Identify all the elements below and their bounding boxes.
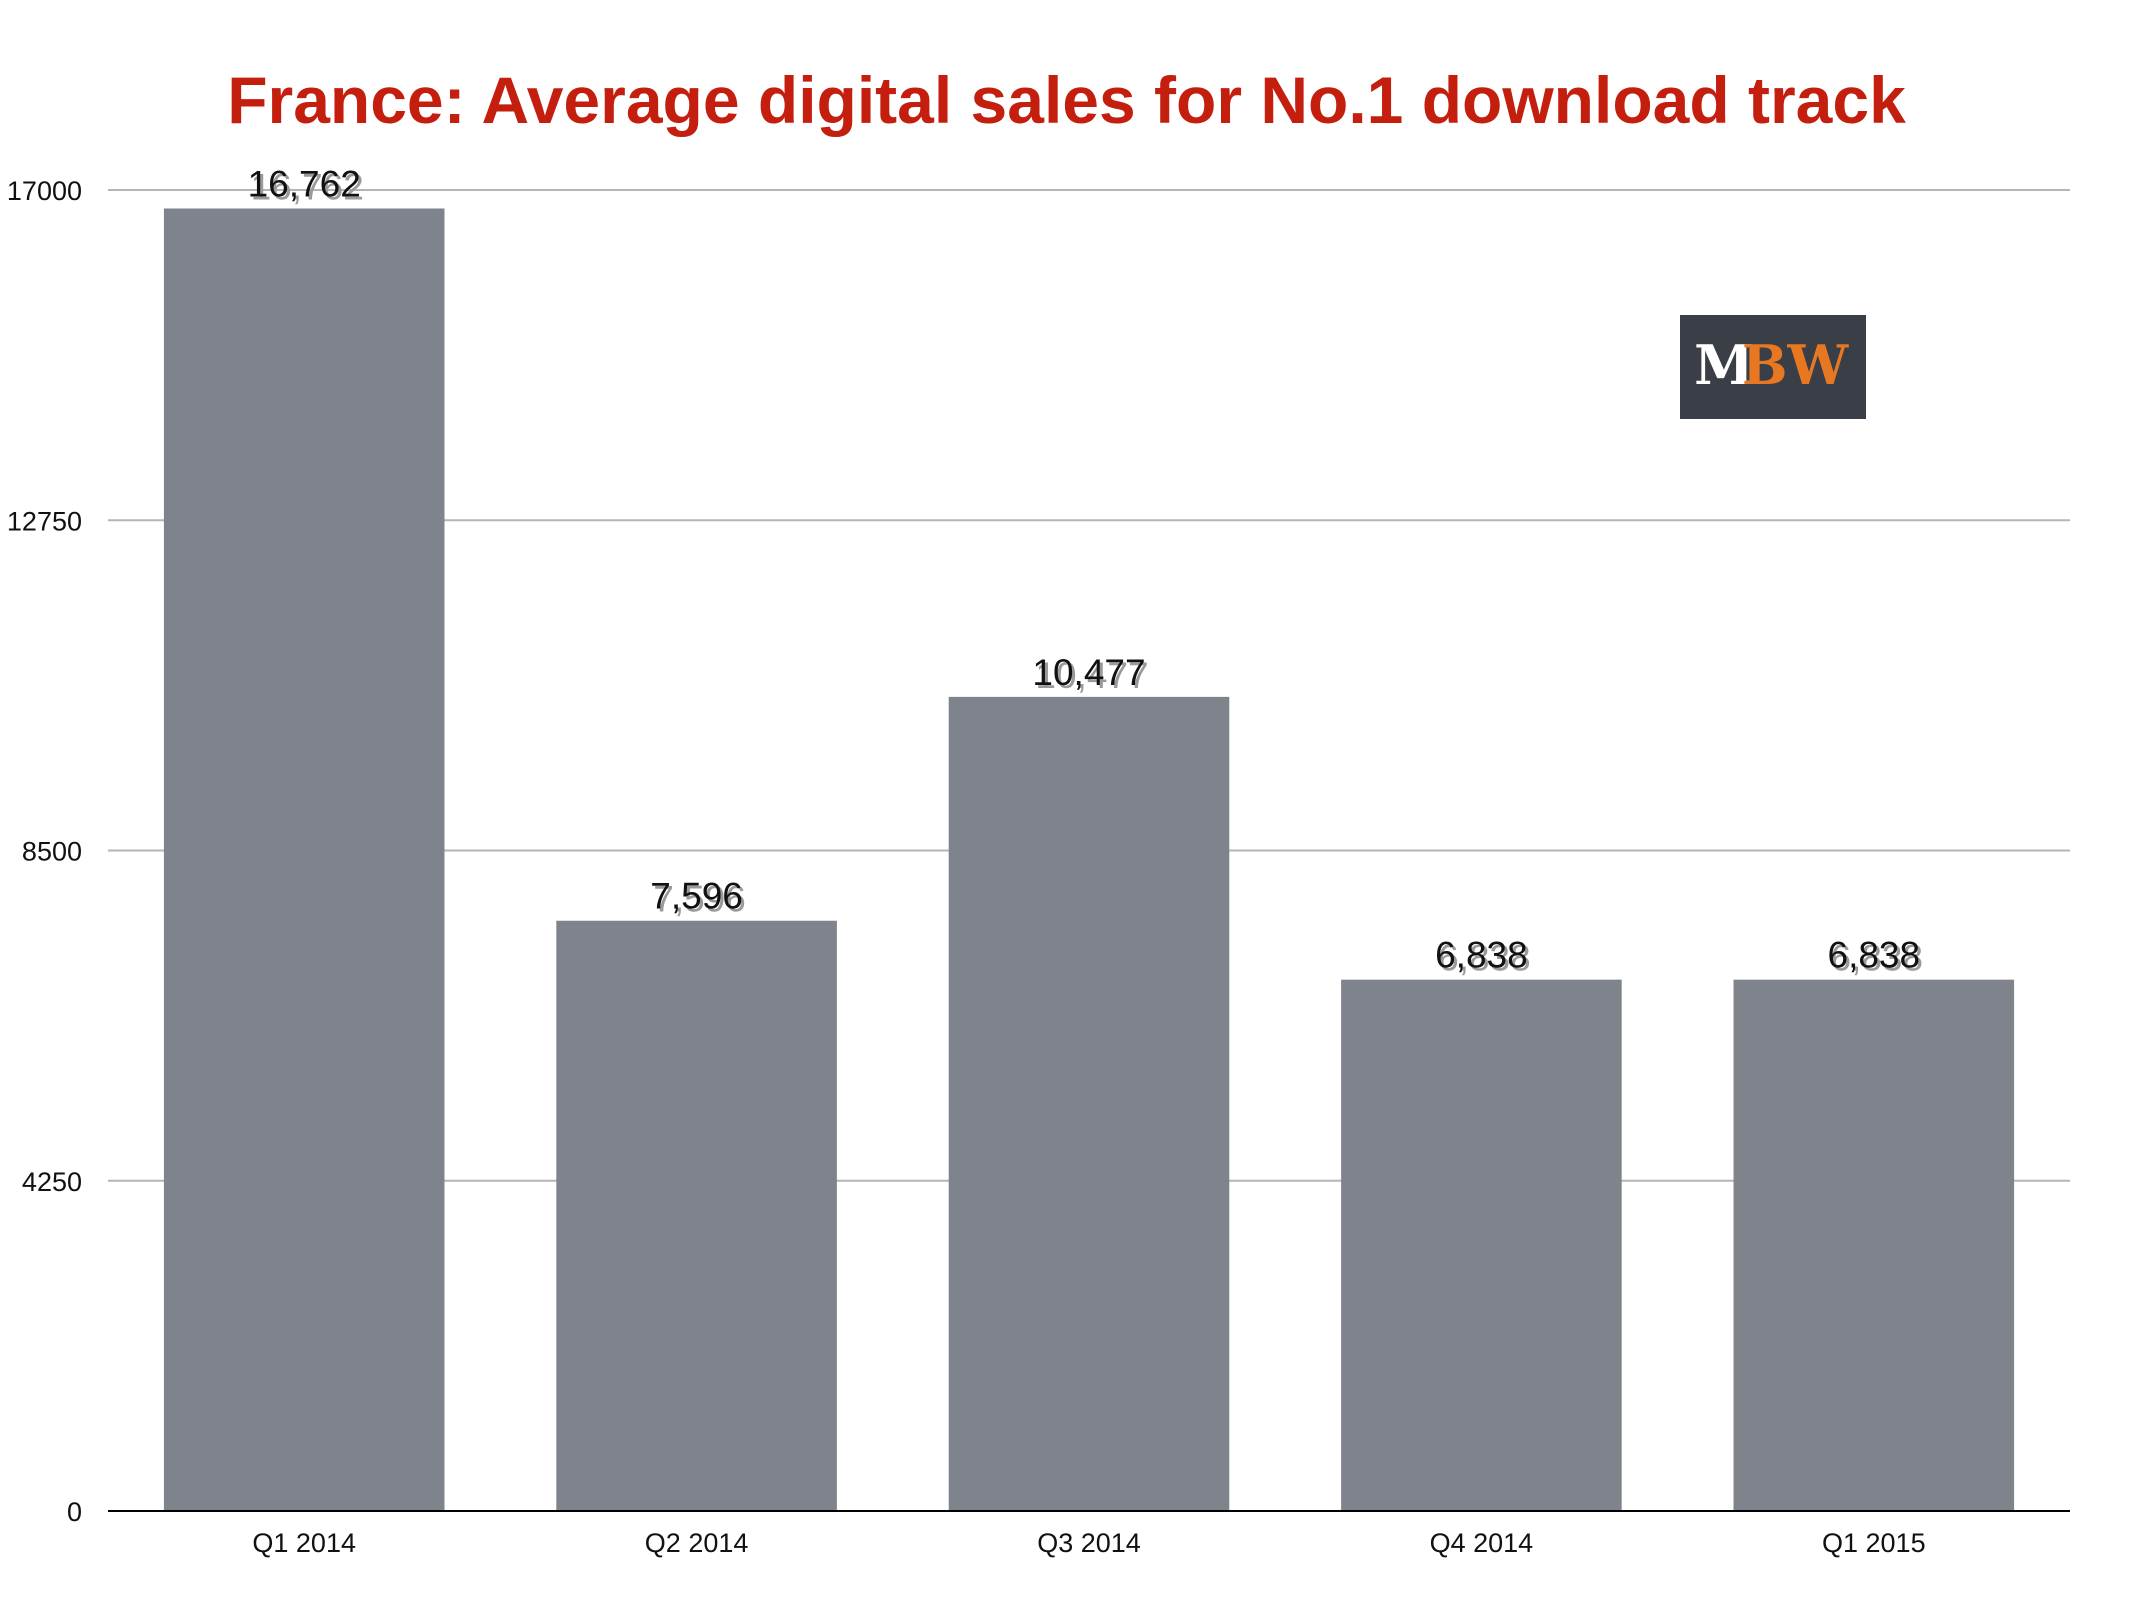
data-label-shadow: 10,477 xyxy=(1035,655,1148,696)
data-label: 10,477 xyxy=(1032,652,1145,693)
data-labels: 16,76216,7627,5967,59610,47710,4776,8386… xyxy=(248,163,1923,978)
data-label-shadow: 6,838 xyxy=(1438,938,1531,979)
mbw-logo-mark: M BW xyxy=(1694,333,1850,397)
chart-title: France: Average digital sales for No.1 d… xyxy=(227,63,1906,137)
data-label: 6,838 xyxy=(1828,935,1921,976)
data-label: 7,596 xyxy=(650,876,743,917)
mbw-logo-bw: BW xyxy=(1742,333,1850,397)
x-axis-ticks: Q1 2014 Q2 2014 Q3 2014 Q4 2014 Q1 2015 xyxy=(252,1528,1925,1558)
bar xyxy=(163,208,445,1511)
bar xyxy=(1341,979,1622,1511)
bars xyxy=(163,208,2015,1511)
bar xyxy=(948,696,1230,1511)
data-label-shadow: 16,762 xyxy=(251,166,364,207)
bar xyxy=(1733,979,2015,1511)
data-label: 6,838 xyxy=(1435,935,1528,976)
x-tick-label: Q3 2014 xyxy=(1037,1528,1141,1558)
y-tick-label: 4250 xyxy=(22,1167,82,1197)
y-tick-label: 0 xyxy=(67,1497,82,1527)
x-tick-label: Q2 2014 xyxy=(645,1528,749,1558)
x-tick-label: Q1 2014 xyxy=(252,1528,356,1558)
bar xyxy=(556,920,837,1511)
data-label-shadow: 6,838 xyxy=(1831,938,1924,979)
data-label: 16,762 xyxy=(248,163,361,204)
y-axis-ticks: 0 4250 8500 12750 17000 xyxy=(7,176,82,1527)
mbw-logo-m: M xyxy=(1694,333,1754,397)
y-tick-label: 8500 xyxy=(22,837,82,867)
x-tick-label: Q1 2015 xyxy=(1822,1528,1926,1558)
y-tick-label: 17000 xyxy=(7,176,82,206)
x-tick-label: Q4 2014 xyxy=(1430,1528,1534,1558)
y-tick-label: 12750 xyxy=(7,506,82,536)
data-label-shadow: 7,596 xyxy=(653,879,746,920)
mbw-logo: M BW xyxy=(1680,315,1866,419)
